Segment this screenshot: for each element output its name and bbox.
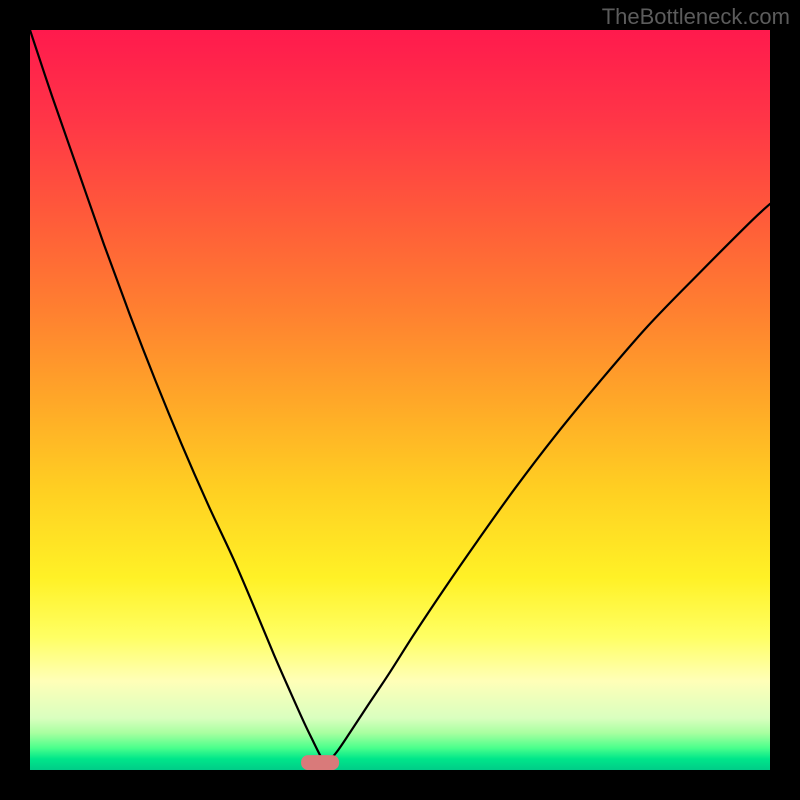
chart-container: TheBottleneck.com <box>0 0 800 800</box>
bottleneck-curve-plot <box>0 0 800 800</box>
chart-gradient-bg <box>30 30 770 770</box>
minimum-marker <box>301 755 339 770</box>
watermark-text: TheBottleneck.com <box>602 4 790 30</box>
